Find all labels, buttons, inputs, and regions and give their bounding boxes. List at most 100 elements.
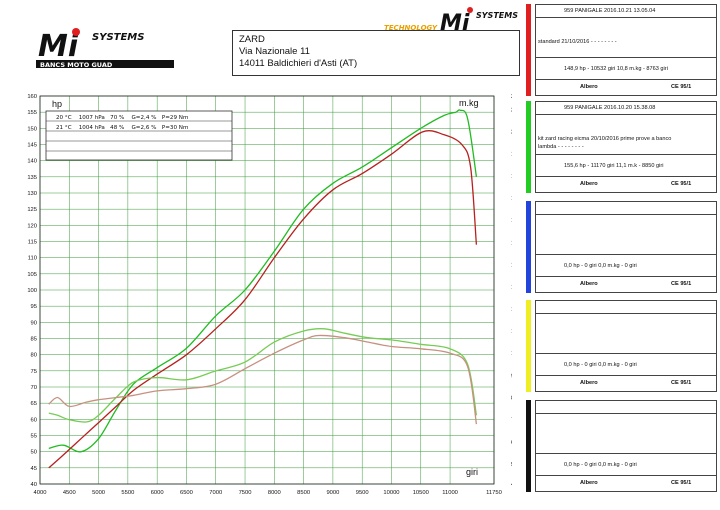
run-result: 155,6 hp - 11170 giri 11,1 m.k - 8850 gi… bbox=[564, 163, 664, 169]
y-left-tick-label: 140 bbox=[27, 159, 37, 165]
run-color-bar bbox=[526, 101, 531, 193]
x-tick-label: 6500 bbox=[180, 490, 193, 496]
x-tick-label: 9000 bbox=[326, 490, 339, 496]
run-result: 0,0 hp - 0 giri 0,0 m.kg - 0 giri bbox=[564, 362, 637, 368]
y-left-label: hp bbox=[52, 99, 62, 109]
y-right-label: m.kg bbox=[459, 98, 479, 108]
run-title: 959 PANIGALE 2016.10.20 15.38.08 bbox=[564, 105, 656, 111]
x-tick-label: 5500 bbox=[121, 490, 134, 496]
y-left-tick-label: 125 bbox=[27, 207, 37, 213]
y-right-tick-label: 14 bbox=[511, 263, 512, 269]
run-result: 0,0 hp - 0 giri 0,0 m.kg - 0 giri bbox=[564, 462, 637, 468]
y-left-tick-label: 100 bbox=[27, 288, 37, 294]
run-result: 0,0 hp - 0 giri 0,0 m.kg - 0 giri bbox=[564, 263, 637, 269]
y-right-tick-label: 11 bbox=[511, 329, 512, 335]
y-left-tick-label: 65 bbox=[31, 401, 37, 407]
chart-grid bbox=[39, 95, 495, 485]
customer-city: 14011 Baldichieri d'Asti (AT) bbox=[239, 58, 358, 69]
y-right-tick-label: 21 bbox=[511, 107, 512, 113]
y-left-tick-label: 75 bbox=[31, 369, 37, 375]
y-right-tick-label: 19 bbox=[511, 152, 512, 158]
series-line-power-0 bbox=[48, 109, 478, 453]
x-tick-label: 10500 bbox=[413, 490, 429, 496]
run-color-bar bbox=[526, 4, 531, 96]
run-footer-right: CE 95/1 bbox=[671, 480, 692, 486]
logo-right-sub: SYSTEMS bbox=[476, 11, 518, 20]
y-left-tick-label: 105 bbox=[27, 272, 37, 278]
run-info-box: 959 PANIGALE 2016.10.20 15.38.08 kit zard… bbox=[535, 101, 717, 193]
run-color-bar bbox=[526, 201, 531, 293]
run-footer-left: Albero bbox=[580, 181, 598, 187]
y-left-tick-label: 60 bbox=[31, 417, 37, 423]
y-left-tick-label: 40 bbox=[31, 482, 37, 488]
x-tick-label: 10000 bbox=[383, 490, 399, 496]
logo-dot bbox=[72, 28, 80, 36]
plot-frame bbox=[39, 95, 495, 485]
run-color-bar bbox=[526, 400, 531, 492]
run-footer-left: Albero bbox=[580, 281, 598, 287]
y-left-tick-label: 95 bbox=[31, 304, 37, 310]
series-line-torque-2 bbox=[48, 328, 478, 423]
y-right-tick-label: 9 bbox=[511, 373, 512, 379]
y-left-tick-label: 160 bbox=[27, 94, 37, 100]
y-left-tick-label: 110 bbox=[28, 256, 37, 262]
run-note-2: lambda - - - - - - - - bbox=[538, 144, 584, 150]
y-right-tick-label: 8 bbox=[511, 396, 512, 402]
y-left-tick-label: 130 bbox=[27, 191, 37, 197]
run-panel: 959 PANIGALE 2016.10.21 13.05.04 standard… bbox=[512, 4, 717, 96]
y-left-tick-label: 150 bbox=[27, 126, 37, 132]
run-note: kit zard racing eicma 20/10/2016 prime p… bbox=[538, 136, 672, 142]
run-footer-left: Albero bbox=[580, 380, 598, 386]
logo-sub-text: SYSTEMS bbox=[92, 32, 144, 43]
x-tick-label: 8000 bbox=[268, 490, 281, 496]
y-left-tick-label: 135 bbox=[27, 175, 37, 181]
y-right-tick-label: 10 bbox=[511, 351, 512, 357]
technology-logo: TECHNOLOGY Mi SYSTEMS bbox=[380, 4, 520, 40]
logo-right-prefix: TECHNOLOGY bbox=[384, 24, 438, 32]
y-left-tick-label: 55 bbox=[31, 434, 37, 440]
x-tick-label: 5000 bbox=[92, 490, 105, 496]
conditions-row-1: 20 °C 1007 hPa 70 % G=2,4 % P=29 Nm bbox=[56, 115, 188, 121]
run-panel: 959 PANIGALE 2016.10.20 15.38.08 kit zard… bbox=[512, 101, 717, 193]
y-right-tick-label: 21,6 bbox=[511, 94, 512, 100]
logo-tagline: BANCS MOTO GUAD bbox=[40, 61, 113, 69]
y-left-tick-label: 145 bbox=[27, 143, 37, 149]
y-left-tick-label: 45 bbox=[31, 466, 37, 472]
y-right-tick-label: 4,1 bbox=[511, 482, 512, 488]
conditions-row-2: 21 °C 1004 hPa 48 % G=2,6 % P=30 Nm bbox=[56, 125, 188, 131]
y-left-tick-label: 70 bbox=[31, 385, 37, 391]
chart-ticks: 40 45 50 55 60 65 70 75 80 85 90 95 100 105 110 115 120 1… bbox=[27, 94, 512, 496]
run-info-box: 0,0 hp - 0 giri 0,0 m.kg - 0 giri Albero C… bbox=[535, 201, 717, 293]
y-left-tick-label: 80 bbox=[31, 353, 37, 359]
x-tick-label: 6000 bbox=[151, 490, 164, 496]
logo-main-text: Mi bbox=[38, 29, 79, 64]
run-footer-left: Albero bbox=[580, 84, 598, 90]
y-left-tick-label: 115 bbox=[28, 240, 37, 246]
mi-systems-logo: Mi SYSTEMS BANCS MOTO GUAD bbox=[34, 26, 184, 70]
y-left-tick-label: 50 bbox=[31, 450, 37, 456]
y-left-tick-label: 85 bbox=[31, 337, 37, 343]
series-line-torque-3 bbox=[48, 334, 478, 425]
y-right-tick-label: 7 bbox=[511, 418, 512, 424]
series-line-power-1 bbox=[48, 130, 478, 469]
run-panel: 0,0 hp - 0 giri 0,0 m.kg - 0 giri Albero C… bbox=[512, 300, 717, 392]
run-color-bar bbox=[526, 300, 531, 392]
x-tick-label: 7000 bbox=[209, 490, 222, 496]
customer-address-box: ZARD Via Nazionale 11 14011 Baldichieri … bbox=[232, 30, 520, 76]
y-left-tick-label: 120 bbox=[27, 223, 37, 229]
run-footer-right: CE 95/1 bbox=[671, 181, 692, 187]
logo-right-main: Mi bbox=[440, 11, 470, 36]
y-left-tick-label: 155 bbox=[27, 110, 37, 116]
y-left-tick-label: 90 bbox=[31, 320, 37, 326]
run-footer-right: CE 95/1 bbox=[671, 281, 692, 287]
run-info-box: 0,0 hp - 0 giri 0,0 m.kg - 0 giri Albero C… bbox=[535, 400, 717, 492]
x-tick-label: 11750 bbox=[486, 490, 502, 496]
run-result: 148,9 hp - 10532 giri 10,8 m.kg - 8763 g… bbox=[564, 66, 668, 72]
chart-series bbox=[48, 109, 478, 469]
customer-street: Via Nazionale 11 bbox=[239, 46, 310, 57]
x-tick-label: 4000 bbox=[34, 490, 47, 496]
run-info-box: 0,0 hp - 0 giri 0,0 m.kg - 0 giri Albero C… bbox=[535, 300, 717, 392]
x-tick-label: 11000 bbox=[442, 490, 458, 496]
y-right-tick-label: 18 bbox=[511, 174, 512, 180]
x-tick-label: 8500 bbox=[297, 490, 310, 496]
